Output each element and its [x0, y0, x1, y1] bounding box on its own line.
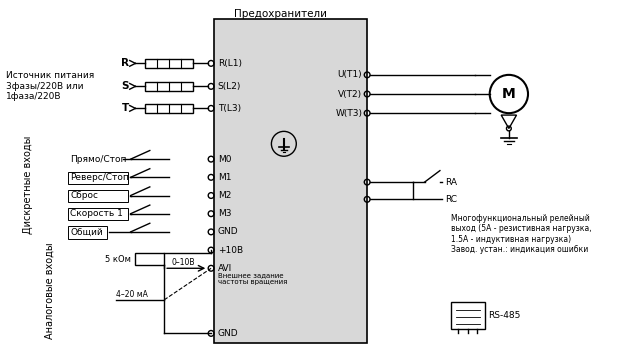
Bar: [145, 59, 193, 68]
Text: AVI: AVI: [218, 264, 232, 273]
Bar: [135, 253, 164, 265]
Text: RC: RC: [445, 195, 457, 204]
Text: U(T1): U(T1): [338, 70, 362, 79]
Text: Предохранители: Предохранители: [234, 9, 327, 19]
Text: GND: GND: [218, 329, 239, 338]
Bar: [68, 172, 128, 184]
Text: Сброс: Сброс: [70, 191, 99, 200]
Text: S: S: [122, 81, 129, 91]
Text: M: M: [502, 87, 516, 101]
Bar: [68, 208, 128, 220]
Text: Аналоговые входы: Аналоговые входы: [44, 242, 55, 339]
Text: Скорость 1: Скорость 1: [70, 209, 123, 218]
Text: V(T2): V(T2): [339, 90, 362, 99]
Bar: [145, 104, 193, 113]
Text: R: R: [121, 58, 129, 68]
Text: Источник питания
3фазы/220В или
1фаза/220В: Источник питания 3фазы/220В или 1фаза/22…: [6, 71, 94, 101]
Text: Общий: Общий: [70, 228, 103, 237]
Text: M0: M0: [218, 155, 231, 164]
Bar: [68, 190, 128, 202]
Text: R(L1): R(L1): [218, 59, 242, 68]
Text: T(L3): T(L3): [218, 104, 241, 113]
Text: Прямо/Стоп: Прямо/Стоп: [70, 155, 127, 164]
Text: +10В: +10В: [218, 246, 243, 255]
Text: 0–10В: 0–10В: [171, 258, 195, 267]
Bar: [451, 302, 485, 329]
Text: 4–20 мА: 4–20 мА: [117, 290, 148, 299]
Text: Дискретные входы: Дискретные входы: [23, 136, 33, 234]
Text: RS-485: RS-485: [488, 311, 520, 320]
Text: Внешнее задание
частоты вращения: Внешнее задание частоты вращения: [218, 272, 287, 285]
Text: W(T3): W(T3): [335, 109, 362, 118]
Text: M1: M1: [218, 173, 231, 182]
Text: T: T: [122, 103, 129, 113]
Text: GND: GND: [218, 228, 239, 237]
Text: 5 кОм: 5 кОм: [105, 255, 131, 264]
Bar: [68, 226, 107, 239]
Bar: [145, 82, 193, 91]
Text: S(L2): S(L2): [218, 82, 241, 91]
Text: Реверс/Стоп: Реверс/Стоп: [70, 173, 129, 182]
Text: M3: M3: [218, 209, 231, 218]
Text: RA: RA: [445, 177, 457, 186]
Bar: [214, 19, 367, 343]
Text: M2: M2: [218, 191, 231, 200]
Text: Многофункциональный релейный
выход (5А - резистивная нагрузка,
1.5А - индуктивна: Многофункциональный релейный выход (5А -…: [451, 214, 592, 254]
